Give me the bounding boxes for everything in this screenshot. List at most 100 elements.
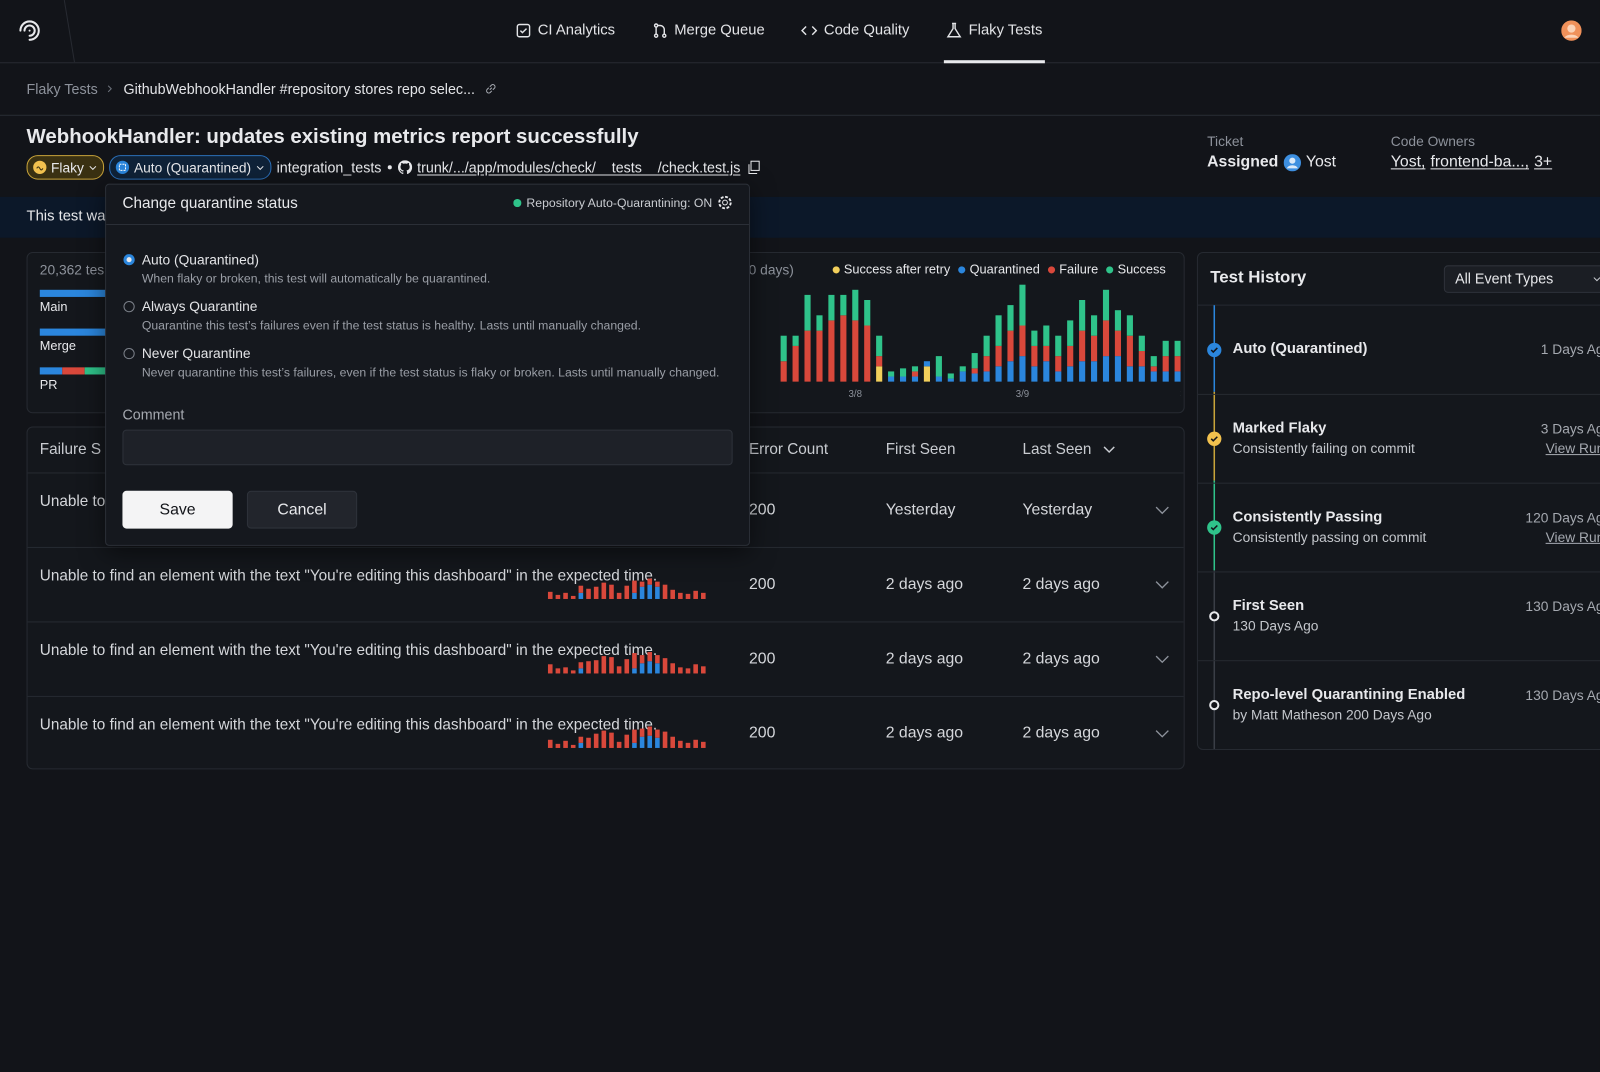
ticket-status: Assigned	[1207, 153, 1279, 171]
nav-item[interactable]: Merge Queue	[650, 0, 767, 63]
avatar[interactable]	[1561, 20, 1582, 41]
spark-bar-failure	[555, 668, 561, 674]
history-event: Repo-level Quarantining Enabled by Matt M…	[1198, 660, 1600, 749]
event-title: Consistently Passing	[1232, 509, 1383, 526]
event-title: First Seen	[1232, 597, 1305, 615]
last-seen: Yesterday	[1022, 501, 1093, 519]
owner[interactable]: 3+	[1534, 153, 1553, 171]
event-description: Consistently passing on commit	[1232, 529, 1427, 545]
bar-segment	[947, 378, 954, 382]
spark-bar-failure	[601, 656, 607, 674]
radio[interactable]	[123, 347, 135, 360]
logo[interactable]	[16, 17, 43, 44]
sort-chevron	[1103, 445, 1115, 453]
event-time: 3 Days Ago	[1540, 421, 1600, 437]
bar-segment	[995, 315, 1002, 346]
nav-label: Code Quality	[823, 21, 910, 39]
spark-bar-quarantined	[647, 735, 653, 748]
expand-chevron	[1155, 655, 1169, 664]
legend-swatch	[832, 265, 840, 273]
option-description: Never quarantine this test’s failures, e…	[141, 365, 720, 380]
file-path[interactable]: trunk/.../app/modules/check/__tests__/ch…	[417, 159, 741, 176]
bar-segment	[1126, 335, 1133, 367]
legend-item: Quarantined	[958, 262, 1040, 277]
bar-segment	[852, 320, 859, 382]
spark-bar-failure	[693, 739, 698, 748]
icon-part	[516, 23, 531, 37]
bar-segment	[840, 294, 847, 316]
history-event: Marked Flaky Consistently failing on comm…	[1197, 394, 1600, 484]
expand-icon[interactable]	[1154, 729, 1170, 739]
nav-item[interactable]: Flaky Tests	[944, 0, 1045, 64]
first-seen: Yesterday	[885, 501, 956, 519]
option-description: When flaky or broken, this test will aut…	[141, 271, 491, 286]
last-seen: 2 days ago	[1022, 724, 1100, 742]
nav-item[interactable]: CI Analytics	[513, 0, 617, 63]
bar-segment	[1150, 371, 1157, 382]
table-row[interactable]: Unable to find an element with the text …	[27, 546, 1184, 623]
link-icon[interactable]	[484, 82, 498, 96]
badge-row: Flaky Auto (Quarantined) integration_tes…	[26, 155, 762, 180]
bar-segment	[1019, 356, 1026, 382]
bar-segment	[1067, 320, 1074, 346]
cancel-button[interactable]: Cancel	[246, 490, 358, 529]
status-badge[interactable]: Flaky	[26, 155, 105, 180]
bar-segment	[911, 371, 919, 377]
spark-bar-failure	[624, 734, 630, 748]
copy-icon[interactable]	[745, 159, 761, 175]
option-description: Quarantine this test’s failures even if …	[141, 318, 641, 333]
view-runs-link[interactable]: View Runs	[1545, 529, 1600, 545]
bar-segment	[1031, 345, 1038, 367]
branch-bar	[39, 289, 112, 297]
spark-bar-failure	[701, 666, 706, 674]
spark-bar-failure	[624, 585, 630, 599]
comment-input[interactable]	[122, 429, 733, 466]
owner[interactable]: Yost,	[1390, 153, 1426, 171]
spark-bar-failure	[609, 657, 614, 674]
bar-segment	[804, 330, 811, 382]
bar-segment	[876, 366, 883, 382]
expand-icon[interactable]	[1154, 654, 1170, 664]
event-title: Marked Flaky	[1232, 420, 1327, 437]
spark-bar-quarantined	[639, 586, 645, 599]
event-filter[interactable]: All Event Types	[1443, 265, 1600, 293]
expand-icon[interactable]	[1154, 505, 1170, 515]
spark-bar-failure	[609, 584, 614, 599]
spark-bar-failure	[578, 662, 584, 669]
spark-bar-failure	[693, 590, 698, 599]
nav-divider	[63, 0, 75, 63]
spark-bar-failure	[685, 668, 691, 674]
assignee[interactable]: Yost	[1305, 153, 1337, 171]
chevron	[89, 165, 97, 171]
quarantine-badge[interactable]: Auto (Quarantined)	[109, 155, 272, 180]
nav-item[interactable]: Code Quality	[799, 0, 911, 63]
history-title: Test History	[1210, 268, 1307, 287]
expand-chevron	[1155, 581, 1169, 589]
radio[interactable]	[123, 301, 135, 313]
bar-segment	[1079, 361, 1086, 382]
bar-segment	[888, 376, 895, 382]
bar-segment	[1007, 305, 1014, 331]
event-description: by Matt Matheson 200 Days Ago	[1232, 707, 1432, 723]
error-count: 200	[748, 649, 776, 668]
suite: integration_tests	[276, 159, 382, 176]
spark-bar-failure	[647, 726, 653, 736]
ticket-label: Ticket	[1207, 133, 1244, 149]
radio[interactable]	[123, 254, 135, 266]
expand-icon[interactable]	[1154, 580, 1170, 590]
save-button[interactable]: Save	[122, 490, 233, 529]
icon-part	[655, 24, 665, 34]
settings-icon[interactable]	[717, 195, 732, 210]
icon-part	[256, 165, 264, 171]
table-row[interactable]: Unable to find an element with the text …	[27, 695, 1184, 768]
bar-segment	[792, 345, 799, 382]
table-row[interactable]: Unable to find an element with the text …	[27, 621, 1184, 697]
breadcrumb-root[interactable]: Flaky Tests	[26, 80, 98, 97]
icon-part	[1289, 157, 1296, 164]
error-count: 200	[748, 724, 776, 742]
marker-glyph	[1210, 524, 1218, 531]
sparkline	[547, 652, 706, 674]
nav-label: Merge Queue	[674, 21, 765, 39]
owner[interactable]: frontend-ba...,	[1430, 153, 1529, 171]
view-runs-link[interactable]: View Runs	[1545, 440, 1600, 457]
